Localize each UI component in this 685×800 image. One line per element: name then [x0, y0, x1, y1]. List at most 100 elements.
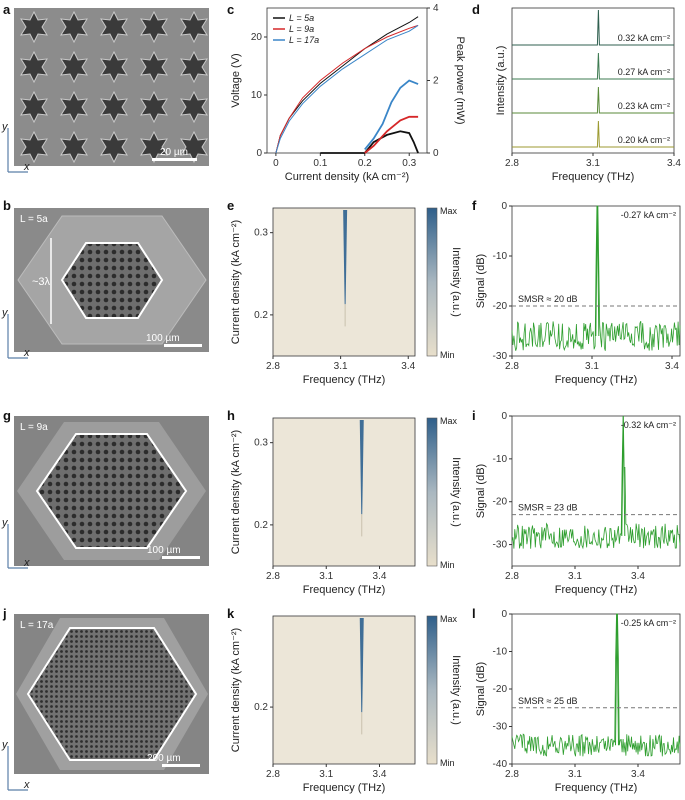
y-tick-label-f-2: -20	[493, 301, 508, 312]
corner-label-g: L = 9a	[20, 422, 48, 433]
x-tick-label-k-0: 2.8	[266, 769, 280, 780]
y-tick-label-e-0: 0.2	[254, 310, 268, 321]
x-tick-label-f-0: 2.8	[505, 361, 519, 372]
series-line-c-1	[275, 24, 419, 154]
colorbar-label-e: Intensity (a.u.)	[450, 247, 462, 317]
y-axis-label-c: Voltage (V)	[230, 53, 242, 107]
y-tick-label-l-2: -20	[493, 684, 508, 695]
axis-y-label-b: y	[1, 307, 9, 319]
y-tick-label-c-1: 10	[251, 90, 263, 101]
y-tick-label-e-1: 0.3	[254, 228, 268, 239]
spectrum-trace-i	[511, 415, 681, 550]
plot-frame-h	[272, 417, 416, 567]
y-tick-label-f-1: -10	[493, 251, 508, 262]
y-tick-label-i-0: 0	[501, 411, 507, 422]
spectrum-label-d-2: 0.23 kA cm⁻²	[618, 101, 670, 111]
y2-tick-label-c-1: 2	[433, 76, 439, 87]
y-tick-label-f-3: -30	[493, 351, 508, 362]
scalebar-g	[162, 556, 200, 559]
panel-label-i: i	[472, 408, 476, 423]
hex-cavity-g	[35, 433, 188, 549]
x-tick-label-c-0: 0	[273, 158, 279, 169]
axis-x-label-j: x	[23, 779, 30, 791]
hex-cavity-j	[26, 627, 198, 761]
panel-label-g: g	[3, 408, 11, 423]
panel-label-k: k	[227, 606, 235, 621]
spectrum-line-d-2	[512, 86, 674, 114]
y-axis-label-l: Signal (dB)	[475, 662, 487, 716]
smsr-label-l: SMSR ≈ 25 dB	[518, 696, 577, 706]
y-axis-label-d: Intensity (a.u.)	[495, 46, 507, 116]
x-tick-label-i-1: 3.1	[568, 571, 582, 582]
current-annotation-f: -0.27 kA cm⁻²	[621, 210, 676, 220]
x-tick-label-l-1: 3.1	[568, 769, 582, 780]
chart-l: 2.8 3.1 3.4 0 -10 -20 -30 -40 Frequency (THz) Sig…	[475, 609, 681, 794]
y-axis-label-h: Current density (kA cm⁻²)	[230, 430, 242, 554]
colorbar-max-e: Max	[440, 206, 458, 216]
y-axis-label-e: Current density (kA cm⁻²)	[230, 220, 242, 344]
x-axis-label-i: Frequency (THz)	[555, 584, 638, 596]
panel-label-d: d	[472, 2, 480, 17]
x-axis-label-c: Current density (kA cm⁻²)	[285, 171, 409, 183]
y-tick-label-c-2: 20	[251, 32, 263, 43]
x-axis-label-h: Frequency (THz)	[303, 584, 386, 596]
heatmap-ridge-k	[359, 618, 364, 713]
x-tick-label-e-0: 2.8	[266, 361, 280, 372]
axis-x-label-g: x	[23, 557, 30, 569]
y-tick-label-i-3: -30	[493, 540, 508, 551]
panel-label-b: b	[3, 198, 11, 213]
x-tick-label-h-0: 2.8	[266, 571, 280, 582]
spectrum-peak-f	[595, 205, 600, 337]
x-tick-label-h-1: 3.1	[319, 571, 333, 582]
heatmap-bg-h	[273, 418, 415, 566]
y-axis-label-f: Signal (dB)	[475, 254, 487, 308]
x-tick-label-i-2: 3.4	[631, 571, 645, 582]
plot-frame-i	[511, 415, 681, 567]
plot-frame-f	[511, 205, 681, 357]
y2-tick-label-c-2: 4	[433, 3, 439, 14]
current-annotation-i: -0.32 kA cm⁻²	[621, 420, 676, 430]
x-tick-label-c-3: 0.3	[402, 158, 416, 169]
scalebar-j	[162, 764, 200, 767]
series-line-c-4	[364, 115, 419, 154]
size-label-b: ~3λ	[32, 276, 51, 288]
x-tick-label-d-0: 2.8	[505, 158, 519, 169]
spectrum-trace-l	[511, 613, 681, 757]
y-tick-label-l-4: -40	[493, 759, 508, 770]
smsr-label-i: SMSR ≈ 23 dB	[518, 503, 577, 513]
x-tick-label-f-1: 3.1	[585, 361, 599, 372]
x-tick-label-d-1: 3.1	[586, 158, 600, 169]
panel-label-l: l	[472, 606, 476, 621]
y-tick-label-l-3: -30	[493, 722, 508, 733]
panel-label-e: e	[227, 198, 235, 213]
y-axis-label-i: Signal (dB)	[475, 464, 487, 518]
spectrum-label-d-1: 0.27 kA cm⁻²	[618, 67, 670, 77]
y-tick-label-f-0: 0	[501, 201, 507, 212]
plot-frame-d	[511, 7, 675, 154]
x-tick-label-k-2: 3.4	[373, 769, 387, 780]
axis-y-label-a: y	[1, 121, 9, 133]
chart-d: 2.8 3.1 3.4 Frequency (THz) Intensity (a.u.)…	[495, 7, 681, 183]
x-tick-label-c-2: 0.2	[358, 158, 372, 169]
smsr-label-f: SMSR ≈ 20 dB	[518, 294, 577, 304]
x-tick-label-e-1: 3.1	[334, 361, 348, 372]
plot-frame-k	[272, 615, 416, 765]
x-tick-label-f-2: 3.4	[665, 361, 679, 372]
hex-cavity-b	[60, 242, 164, 319]
chart-h: 2.8 3.1 3.4 0.2 0.3 Frequency (THz) Current de…	[230, 416, 462, 596]
x-axis-label-f: Frequency (THz)	[555, 374, 638, 386]
scalebar-b	[164, 344, 202, 347]
y2-axis-label-c: Peak power (mW)	[454, 36, 466, 124]
x-tick-label-h-2: 3.4	[373, 571, 387, 582]
spectrum-label-d-0: 0.32 kA cm⁻²	[618, 33, 670, 43]
colorbar-label-k: Intensity (a.u.)	[450, 655, 462, 725]
series-line-c-5	[364, 79, 419, 150]
scalebar-label-b: 100 µm	[146, 333, 180, 344]
x-tick-label-l-2: 3.4	[631, 769, 645, 780]
axis-x-label-a: x	[23, 161, 30, 173]
spectrum-peak-i	[621, 415, 626, 537]
panel-label-c: c	[227, 2, 235, 17]
y-tick-label-i-1: -10	[493, 454, 508, 465]
colorbar-max-h: Max	[440, 416, 458, 426]
spectrum-line-d-1	[512, 52, 674, 80]
